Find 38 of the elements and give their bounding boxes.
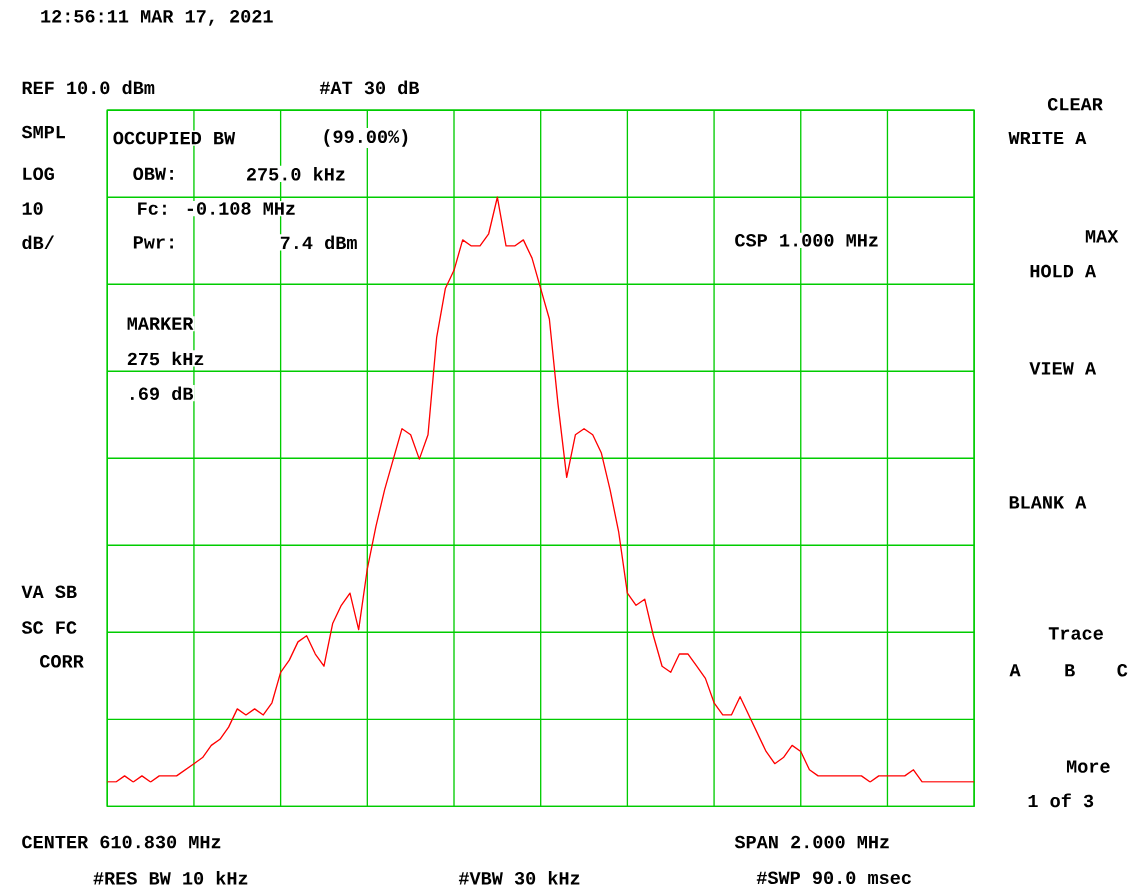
text: 10 — [22, 202, 43, 215]
text: Trace — [1048, 627, 1103, 640]
text: HOLD A — [1030, 264, 1097, 278]
text: MAX — [1085, 230, 1119, 243]
annotation: MARKER — [127, 317, 194, 330]
text: 1 of 3 — [1028, 793, 1094, 808]
annotation: 275 kHz — [127, 351, 204, 366]
text: 275.0 kHz — [247, 167, 345, 181]
annotation: Fc: -0.108 MHz — [138, 202, 295, 215]
text: B — [1065, 664, 1075, 677]
text: CLEAR — [1047, 98, 1103, 111]
text: A — [1009, 664, 1021, 677]
text: dB/ — [22, 235, 54, 250]
text: VIEW A — [1029, 362, 1097, 375]
annotation: 7.4 dBm — [280, 235, 357, 250]
text: REF 10.0 dBm — [22, 80, 155, 95]
annotation: Pwr: — [133, 236, 173, 249]
text: SMPL — [21, 125, 65, 139]
chart-title: 12:56:11 MAR 17, 2021 — [41, 10, 273, 26]
text: #SWP 90.0 msec — [756, 871, 911, 885]
text: BLANK A — [1009, 496, 1087, 509]
text: CORR — [40, 655, 84, 668]
text: #AT 30 dB — [319, 80, 420, 95]
text: SC FC — [21, 621, 77, 634]
text: VA SB — [21, 585, 77, 599]
text: (99.00%) — [324, 129, 408, 147]
text: WRITE A — [1008, 132, 1087, 145]
text: OBW: — [133, 167, 173, 181]
text: #RES BW 10 kHz — [93, 871, 248, 885]
annotation: CSP 1.000 MHz — [735, 234, 878, 247]
text: C — [1117, 664, 1128, 677]
annotation: .69 dB — [130, 386, 194, 401]
text: #VBW 30 kHz — [458, 871, 580, 885]
text: More — [1066, 760, 1110, 773]
text: LOG — [23, 167, 54, 181]
text: SPAN 2.000 MHz — [734, 835, 889, 849]
text: OCCUPIED BW — [113, 131, 236, 145]
text: CENTER 610.830 MHz — [22, 835, 221, 849]
